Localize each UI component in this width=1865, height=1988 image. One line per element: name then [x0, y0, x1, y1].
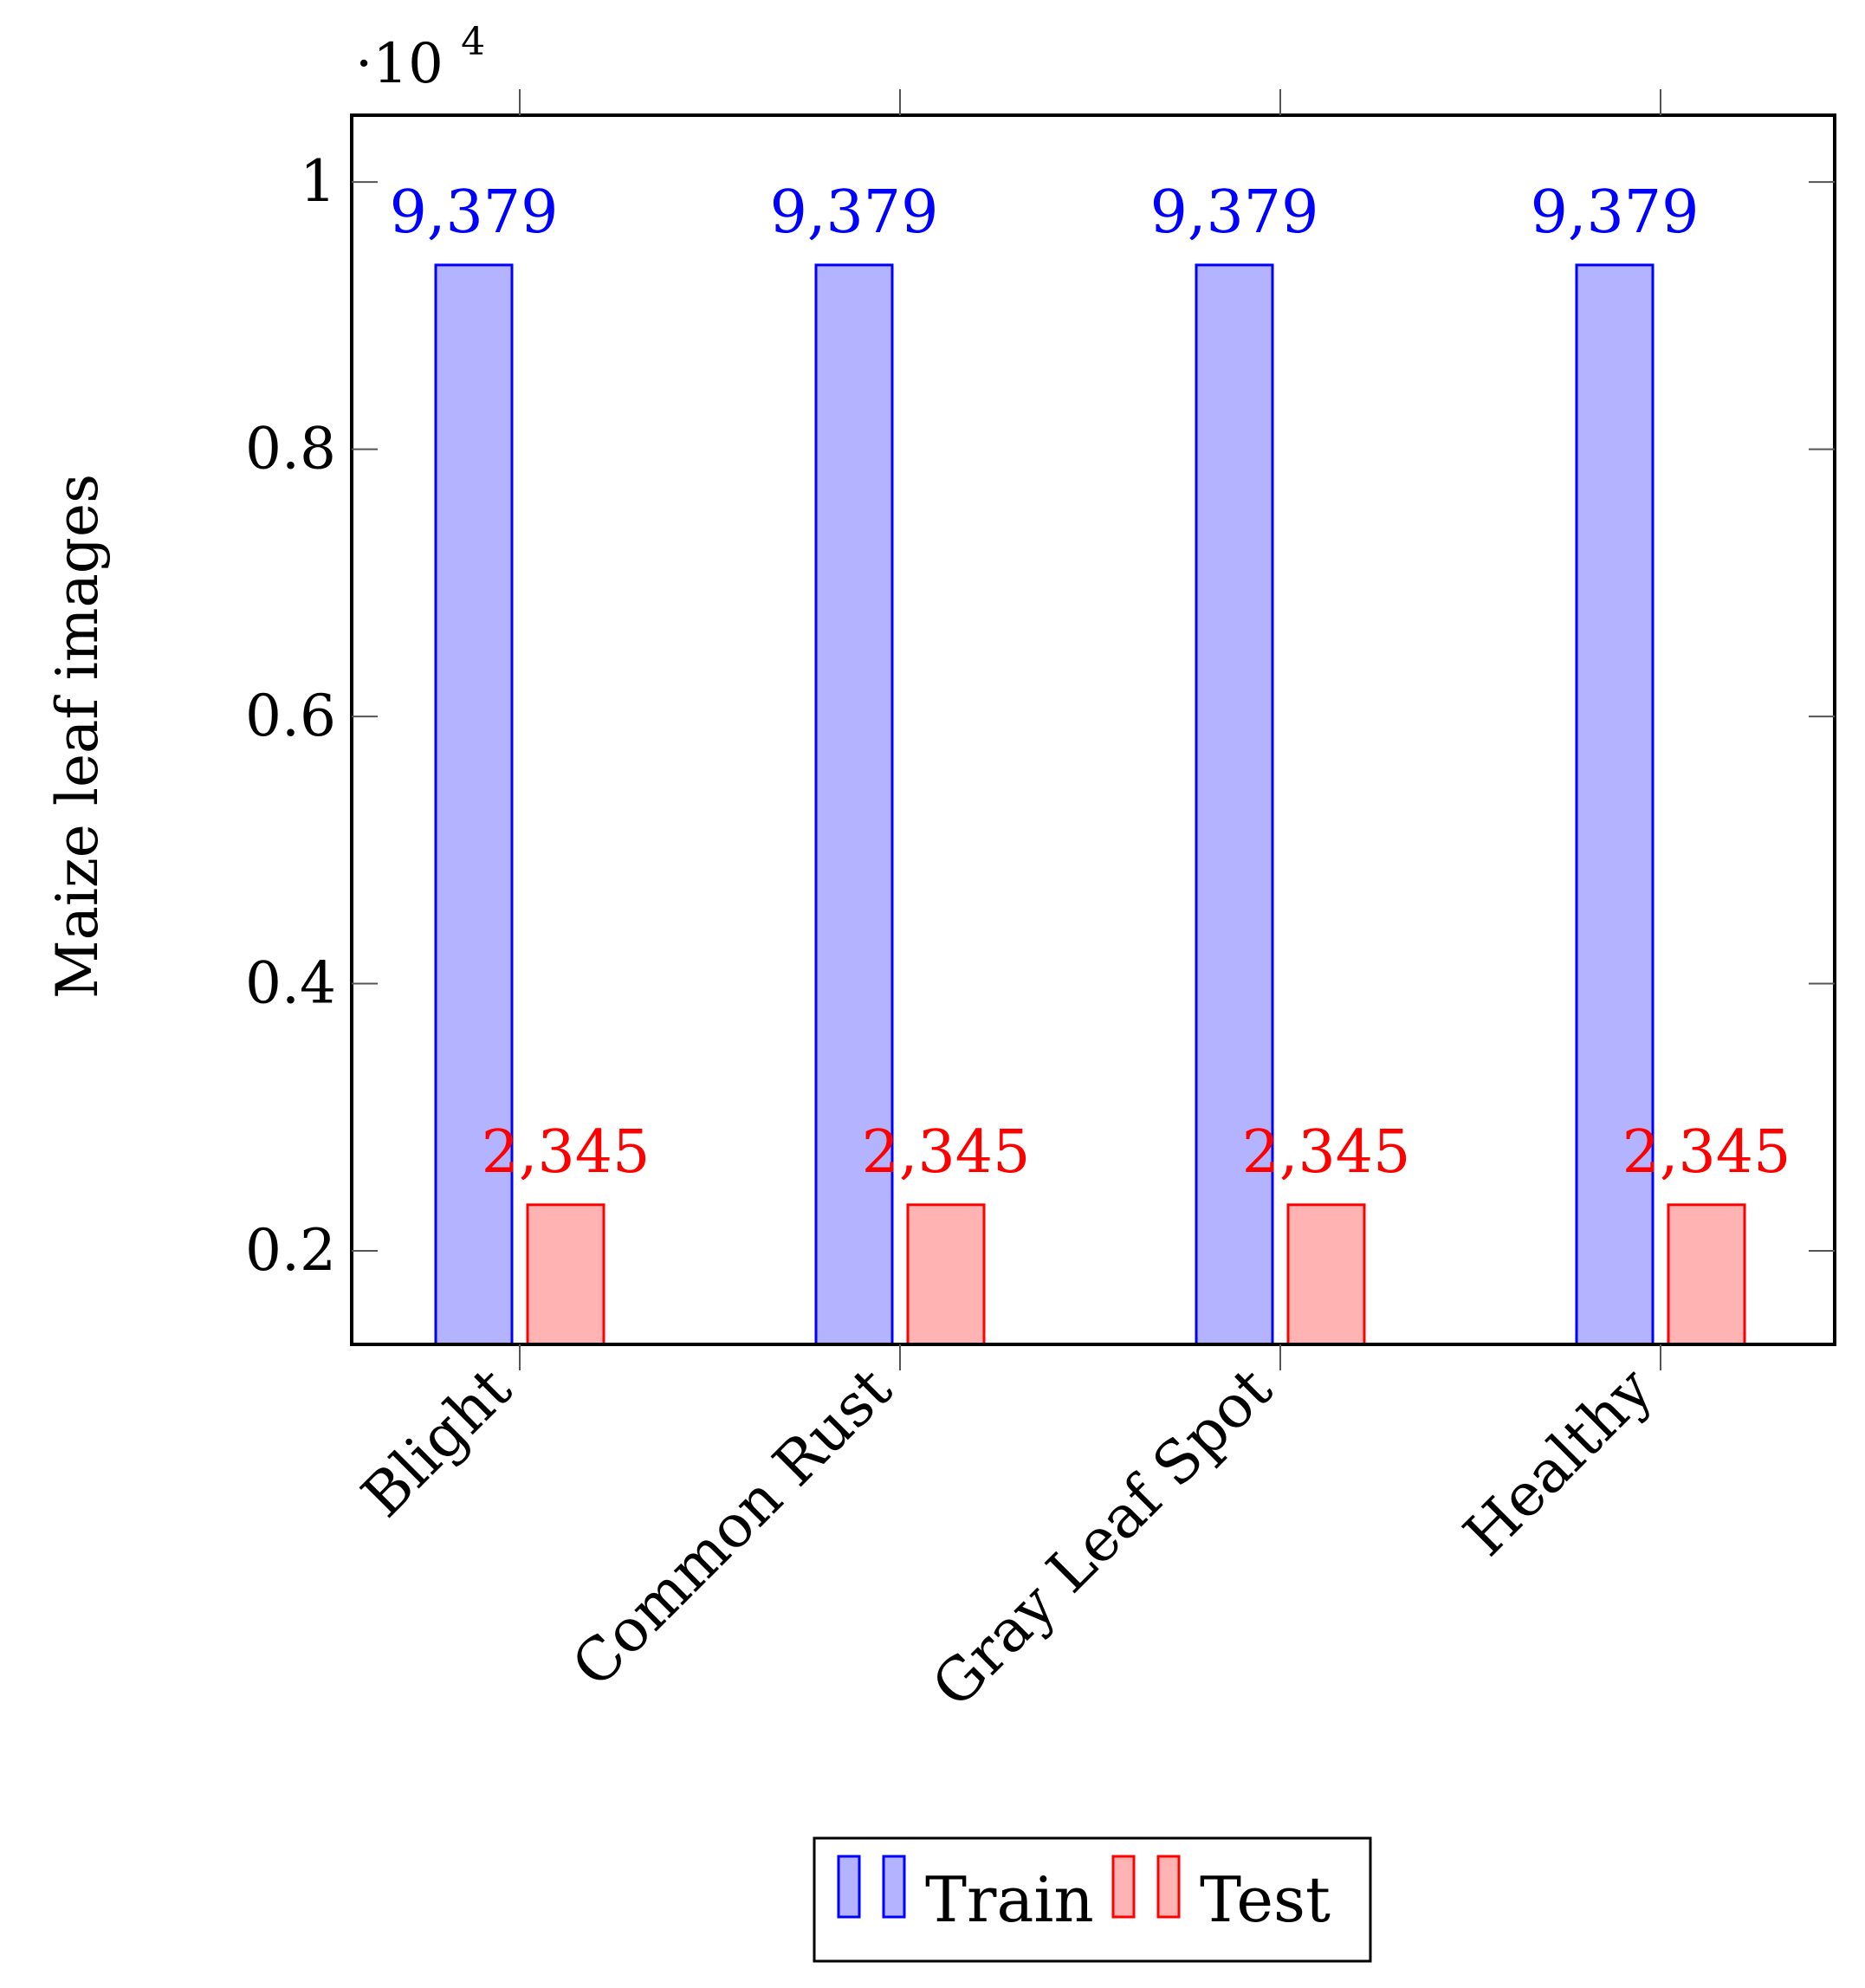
y-scale-base: ·10 — [355, 32, 444, 96]
legend-swatch-test — [1111, 1855, 1136, 1919]
x-tick-label: Common Rust — [560, 1355, 905, 1700]
legend-label-train: Train — [925, 1863, 1094, 1936]
y-tick-label: 0.2 — [245, 1217, 336, 1284]
data-label-train: 9,379 — [1150, 178, 1319, 247]
bar-test — [906, 1203, 986, 1346]
legend: Train Test — [813, 1836, 1372, 1963]
data-label-test: 2,345 — [1622, 1118, 1791, 1187]
data-label-train: 9,379 — [770, 178, 939, 247]
legend-label-test: Test — [1200, 1863, 1331, 1936]
bar-train — [1195, 263, 1274, 1346]
x-tick-label: Gray Leaf Spot — [920, 1355, 1285, 1720]
plot-frame — [350, 113, 1836, 1346]
data-label-test: 2,345 — [482, 1118, 651, 1187]
legend-box — [813, 1836, 1372, 1963]
value-labels-layer: 9,379 9,379 9,379 9,379 2,345 2,345 2,345 2,345 — [390, 178, 1791, 1187]
legend-swatch-train — [882, 1855, 906, 1919]
y-axis-label: Maize leaf images — [44, 474, 111, 999]
legend-swatch-test — [1156, 1855, 1181, 1919]
bar-test — [1286, 1203, 1366, 1346]
x-tick-label: Blight — [349, 1355, 525, 1531]
ticks-layer — [352, 89, 1835, 1370]
y-tick-label: 0.4 — [245, 950, 336, 1017]
data-label-test: 2,345 — [862, 1118, 1031, 1187]
bar-train — [814, 263, 894, 1346]
y-scale-factor: ·10 4 — [355, 20, 485, 96]
bar-train — [434, 263, 514, 1346]
bar-train — [1575, 263, 1655, 1346]
legend-swatch-train — [837, 1855, 861, 1919]
y-tick-label: 0.6 — [245, 683, 336, 749]
y-tick-label: 1 — [300, 148, 336, 215]
bar-test — [1667, 1203, 1746, 1346]
data-label-test: 2,345 — [1242, 1118, 1411, 1187]
y-tick-label: 0.8 — [245, 416, 336, 482]
y-scale-exponent: 4 — [461, 20, 485, 64]
x-tick-label: Healthy — [1451, 1355, 1666, 1570]
bar-test — [526, 1203, 605, 1346]
bars-layer — [434, 263, 1746, 1346]
data-label-train: 9,379 — [1531, 178, 1700, 247]
data-label-train: 9,379 — [390, 178, 559, 247]
